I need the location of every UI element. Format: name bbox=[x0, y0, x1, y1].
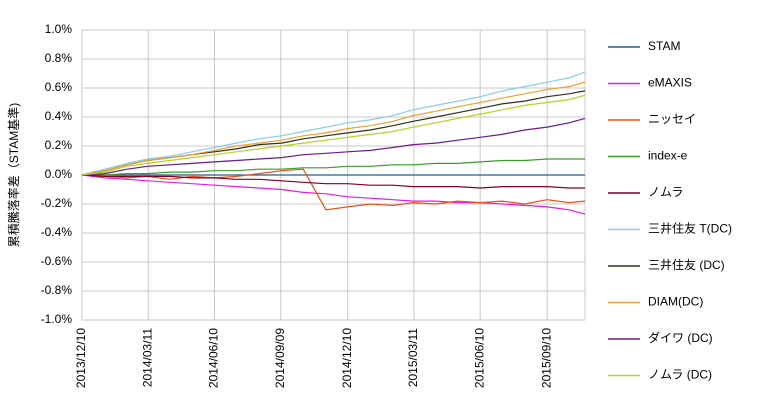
y-tick-label: 0.8% bbox=[45, 51, 73, 65]
series-line bbox=[82, 158, 585, 176]
x-tick-label: 2015/06/10 bbox=[472, 328, 486, 388]
y-tick-label: -0.8% bbox=[41, 283, 73, 297]
x-tick-label: 2013/12/10 bbox=[74, 328, 88, 388]
legend-label: index-e bbox=[648, 149, 688, 163]
series-line bbox=[81, 117, 586, 176]
y-tick-label: -1.0% bbox=[41, 312, 73, 326]
legend-label: ノムラ bbox=[648, 185, 683, 199]
series-line bbox=[81, 168, 586, 211]
y-tick-label: 0.4% bbox=[45, 109, 73, 123]
y-tick-label: 0.6% bbox=[45, 80, 73, 94]
x-tick-label: 2014/06/10 bbox=[207, 328, 221, 388]
x-tick-label: 2015/03/11 bbox=[406, 328, 420, 387]
y-tick-label: -0.4% bbox=[41, 225, 73, 239]
y-tick-label: 1.0% bbox=[45, 22, 73, 36]
series-line bbox=[81, 81, 586, 176]
y-tick-label: 0.0% bbox=[45, 167, 73, 181]
legend-label: STAM bbox=[648, 39, 680, 53]
y-tick-label: -0.2% bbox=[41, 196, 73, 210]
x-tick-label: 2014/03/11 bbox=[140, 328, 154, 387]
series-line bbox=[81, 71, 586, 176]
y-tick-label: 0.2% bbox=[45, 138, 73, 152]
legend-label: ノムラ (DC) bbox=[648, 368, 712, 382]
legend-label: 三井住友 T(DC) bbox=[648, 222, 732, 236]
x-tick-label: 2015/09/10 bbox=[539, 328, 553, 388]
series-line bbox=[81, 94, 586, 176]
x-tick-label: 2014/12/10 bbox=[340, 328, 354, 388]
legend-label: eMAXIS bbox=[648, 76, 692, 90]
y-tick-label: -0.6% bbox=[41, 254, 73, 268]
legend-label: ニッセイ bbox=[648, 112, 696, 126]
series-line bbox=[81, 174, 585, 189]
y-axis-label: 累積騰落率差（STAM基準) bbox=[6, 103, 21, 247]
legend-label: ダイワ (DC) bbox=[648, 330, 713, 345]
legend-label: 三井住友 (DC) bbox=[648, 258, 725, 272]
legend-label: DIAM(DC) bbox=[648, 295, 703, 309]
x-tick-label: 2014/09/09 bbox=[273, 328, 287, 388]
series-line bbox=[81, 174, 586, 215]
